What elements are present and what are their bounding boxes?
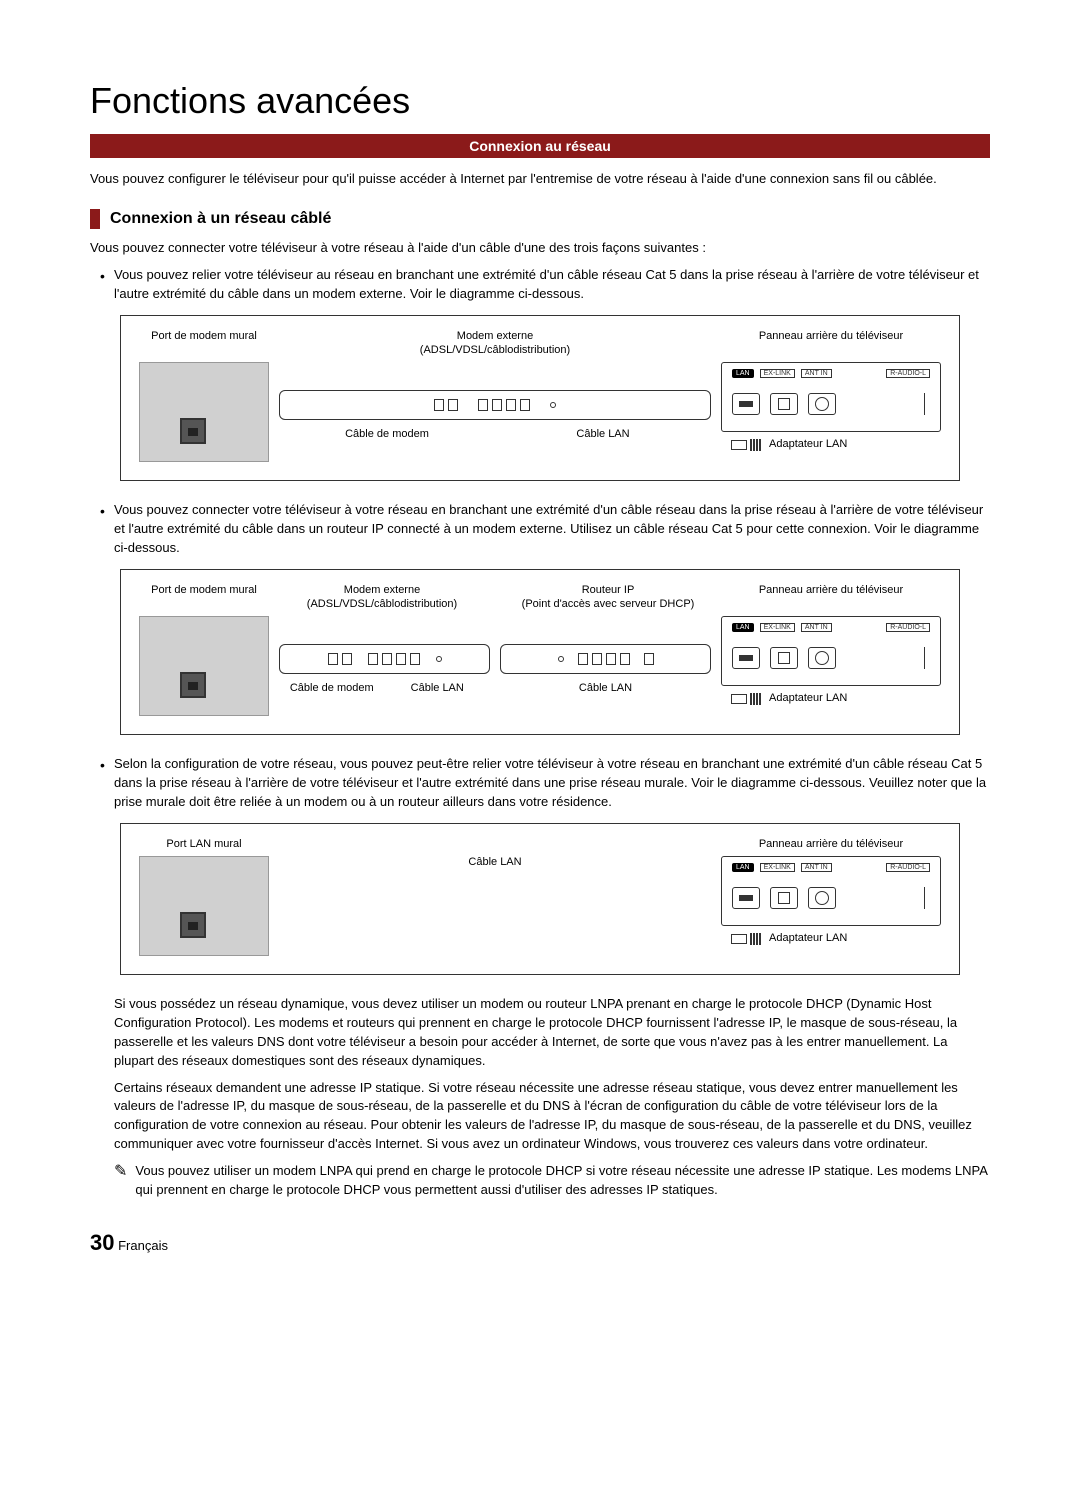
subsection-bar-icon — [90, 209, 100, 229]
cable-modem-label: Câble de modem — [279, 682, 385, 696]
page-title: Fonctions avancées — [90, 80, 990, 122]
tv-port-tag-lan: LAN — [732, 369, 754, 378]
lan-adapter-label: Adaptateur LAN — [769, 438, 847, 452]
diagram-wall-tv: Port LAN mural Panneau arrière du télévi… — [120, 823, 960, 975]
wall-port-icon — [180, 912, 206, 938]
tv-port-tag-usb: EX-LINK — [760, 369, 795, 378]
page-language: Français — [118, 1238, 168, 1253]
tv-port-tag-ant: ANT IN — [801, 623, 832, 632]
page-number: 30 — [90, 1230, 114, 1255]
lan-adapter-icon — [731, 933, 761, 945]
tv-back-panel-icon: LAN EX-LINK ANT IN R-AUDIO-L — [721, 362, 941, 432]
bullet-list: Vous pouvez relier votre téléviseur au r… — [90, 266, 990, 304]
bullet-list: Vous pouvez connecter votre téléviseur à… — [90, 501, 990, 558]
tv-port-tag-lan: LAN — [732, 863, 754, 872]
modem-label: Modem externe — [457, 330, 533, 344]
wall-panel-icon — [139, 856, 269, 956]
tv-back-panel-icon: LAN EX-LINK ANT IN R-AUDIO-L — [721, 616, 941, 686]
router-device-icon — [500, 644, 711, 674]
cable-modem-label: Câble de modem — [279, 428, 495, 442]
tv-port-tag-audio: R-AUDIO-L — [886, 623, 930, 632]
tv-usb-port-icon — [770, 647, 798, 669]
tv-ant-port-icon — [808, 887, 836, 909]
wall-port-label: Port de modem mural — [139, 330, 269, 358]
page-footer: 30 Français — [90, 1230, 990, 1256]
modem-device-icon — [279, 644, 490, 674]
note-icon: ✎ — [114, 1164, 127, 1180]
modem-device-icon — [279, 390, 711, 420]
tv-panel-label: Panneau arrière du téléviseur — [721, 584, 941, 612]
tv-port-tag-usb: EX-LINK — [760, 623, 795, 632]
wall-panel-icon — [139, 362, 269, 462]
wall-lan-port-label: Port LAN mural — [139, 838, 269, 852]
tv-port-tag-audio: R-AUDIO-L — [886, 369, 930, 378]
dhcp-paragraph: Si vous possédez un réseau dynamique, vo… — [90, 995, 990, 1070]
wall-port-icon — [180, 672, 206, 698]
lan-adapter-label: Adaptateur LAN — [769, 692, 847, 706]
subsection-title: Connexion à un réseau câblé — [110, 210, 331, 228]
note: ✎ Vous pouvez utiliser un modem LNPA qui… — [90, 1162, 990, 1200]
tv-panel-label: Panneau arrière du téléviseur — [721, 838, 941, 852]
lan-adapter-label: Adaptateur LAN — [769, 932, 847, 946]
bullet-item: Selon la configuration de votre réseau, … — [114, 755, 990, 812]
bullet-item: Vous pouvez connecter votre téléviseur à… — [114, 501, 990, 558]
intro-text: Vous pouvez configurer le téléviseur pou… — [90, 170, 990, 189]
cable-lan-label: Câble LAN — [468, 856, 521, 870]
cable-lan-label: Câble LAN — [579, 682, 632, 696]
tv-port-tag-usb: EX-LINK — [760, 863, 795, 872]
cable-lan-label: Câble LAN — [495, 428, 711, 442]
router-label: Routeur IP — [582, 584, 635, 598]
tv-usb-port-icon — [770, 887, 798, 909]
tv-usb-port-icon — [770, 393, 798, 415]
tv-back-panel-icon: LAN EX-LINK ANT IN R-AUDIO-L — [721, 856, 941, 926]
diagram-modem-tv: Port de modem mural Modem externe (ADSL/… — [120, 315, 960, 481]
modem-sublabel: (ADSL/VDSL/câblodistribution) — [420, 344, 570, 358]
subsection-header: Connexion à un réseau câblé — [90, 209, 990, 229]
lan-adapter-icon — [731, 439, 761, 451]
tv-lan-port-icon — [732, 647, 760, 669]
wall-port-label: Port de modem mural — [139, 584, 269, 612]
modem-sublabel: (ADSL/VDSL/câblodistribution) — [307, 598, 457, 612]
router-sublabel: (Point d'accès avec serveur DHCP) — [522, 598, 695, 612]
static-paragraph: Certains réseaux demandent une adresse I… — [90, 1079, 990, 1154]
tv-ant-port-icon — [808, 647, 836, 669]
tv-port-tag-ant: ANT IN — [801, 369, 832, 378]
cable-lan-label: Câble LAN — [385, 682, 491, 696]
note-text: Vous pouvez utiliser un modem LNPA qui p… — [135, 1162, 990, 1200]
modem-label: Modem externe — [344, 584, 420, 598]
diagram-modem-router-tv: Port de modem mural Modem externe (ADSL/… — [120, 569, 960, 735]
wall-port-icon — [180, 418, 206, 444]
tv-port-tag-ant: ANT IN — [801, 863, 832, 872]
tv-panel-label: Panneau arrière du téléviseur — [721, 330, 941, 358]
wall-panel-icon — [139, 616, 269, 716]
section-ribbon: Connexion au réseau — [90, 134, 990, 158]
lan-adapter-icon — [731, 693, 761, 705]
tv-port-tag-audio: R-AUDIO-L — [886, 863, 930, 872]
bullet-list: Selon la configuration de votre réseau, … — [90, 755, 990, 812]
tv-ant-port-icon — [808, 393, 836, 415]
tv-port-tag-lan: LAN — [732, 623, 754, 632]
section-lead: Vous pouvez connecter votre téléviseur à… — [90, 239, 990, 258]
bullet-item: Vous pouvez relier votre téléviseur au r… — [114, 266, 990, 304]
tv-lan-port-icon — [732, 393, 760, 415]
page: Fonctions avancées Connexion au réseau V… — [0, 0, 1080, 1316]
tv-lan-port-icon — [732, 887, 760, 909]
